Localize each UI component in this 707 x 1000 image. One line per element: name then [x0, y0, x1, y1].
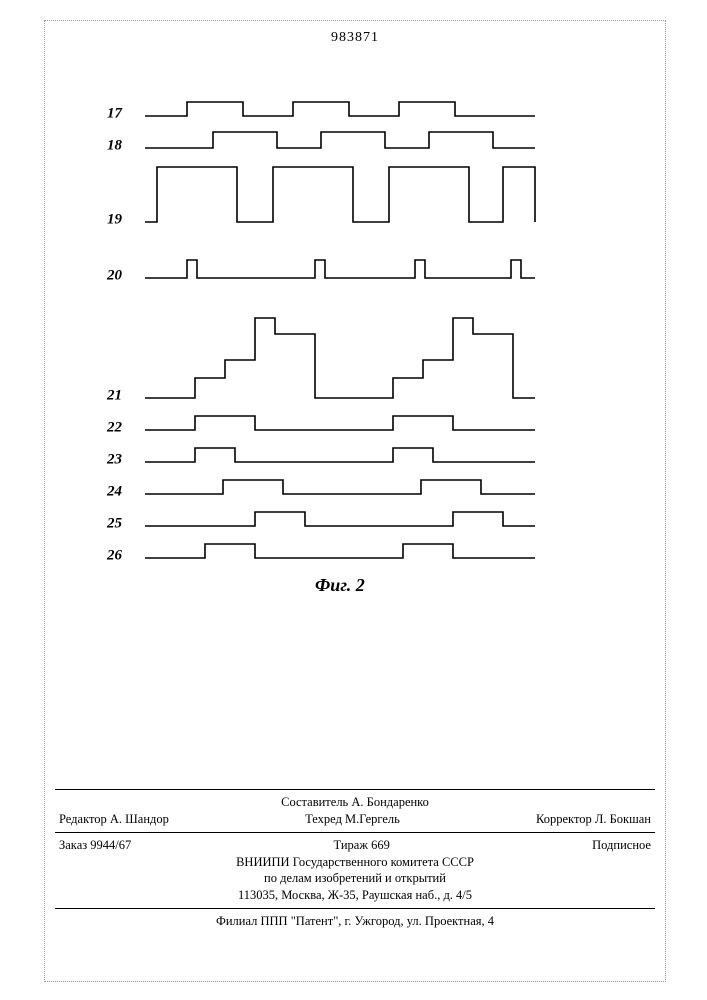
corrector-text: Корректор Л. Бокшан: [536, 811, 651, 828]
waveform-19: [145, 167, 535, 222]
address-line-1: 113035, Москва, Ж-35, Раушская наб., д. …: [55, 887, 655, 904]
waveform-20: [145, 260, 535, 278]
credits-line: Редактор А. Шандор Техред М.Гергель Корр…: [55, 811, 655, 828]
compiler-line: Составитель А. Бондаренко: [55, 794, 655, 811]
row-label-20: 20: [107, 268, 122, 285]
row-label-22: 22: [107, 420, 122, 437]
document-number: 983871: [55, 30, 655, 46]
row-label-26: 26: [107, 548, 122, 565]
row-label-25: 25: [107, 516, 122, 533]
footer-block: Составитель А. Бондаренко Редактор А. Ша…: [55, 785, 655, 930]
page: 983871 17181920212223242526 Фиг. 2 Соста…: [55, 30, 655, 970]
divider: [55, 832, 655, 833]
order-line: Заказ 9944/67 Тираж 669 Подписное: [55, 837, 655, 854]
order-text: Заказ 9944/67: [59, 837, 131, 854]
tirage-text: Тираж 669: [334, 837, 390, 854]
figure-label: Фиг. 2: [315, 575, 365, 596]
waveform-18: [145, 132, 535, 148]
divider: [55, 789, 655, 790]
waveform-23: [145, 448, 535, 462]
org-line-2: по делам изобретений и открытий: [55, 870, 655, 887]
address-line-2: Филиал ППП "Патент", г. Ужгород, ул. Про…: [55, 913, 655, 930]
row-label-18: 18: [107, 138, 122, 155]
editor-text: Редактор А. Шандор: [59, 811, 169, 828]
techred-text: Техред М.Гергель: [305, 811, 400, 828]
waveform-26: [145, 544, 535, 558]
waveform-17: [145, 102, 535, 116]
subscription-text: Подписное: [592, 837, 651, 854]
row-label-17: 17: [107, 106, 122, 123]
row-label-19: 19: [107, 212, 122, 229]
timing-diagram: 17181920212223242526 Фиг. 2: [115, 90, 595, 710]
waveform-22: [145, 416, 535, 430]
row-label-21: 21: [107, 388, 122, 405]
row-label-24: 24: [107, 484, 122, 501]
org-line-1: ВНИИПИ Государственного комитета СССР: [55, 854, 655, 871]
waveform-svg: [115, 90, 595, 580]
divider: [55, 908, 655, 909]
waveform-21: [145, 318, 535, 398]
waveform-24: [145, 480, 535, 494]
waveform-25: [145, 512, 535, 526]
row-label-23: 23: [107, 452, 122, 469]
